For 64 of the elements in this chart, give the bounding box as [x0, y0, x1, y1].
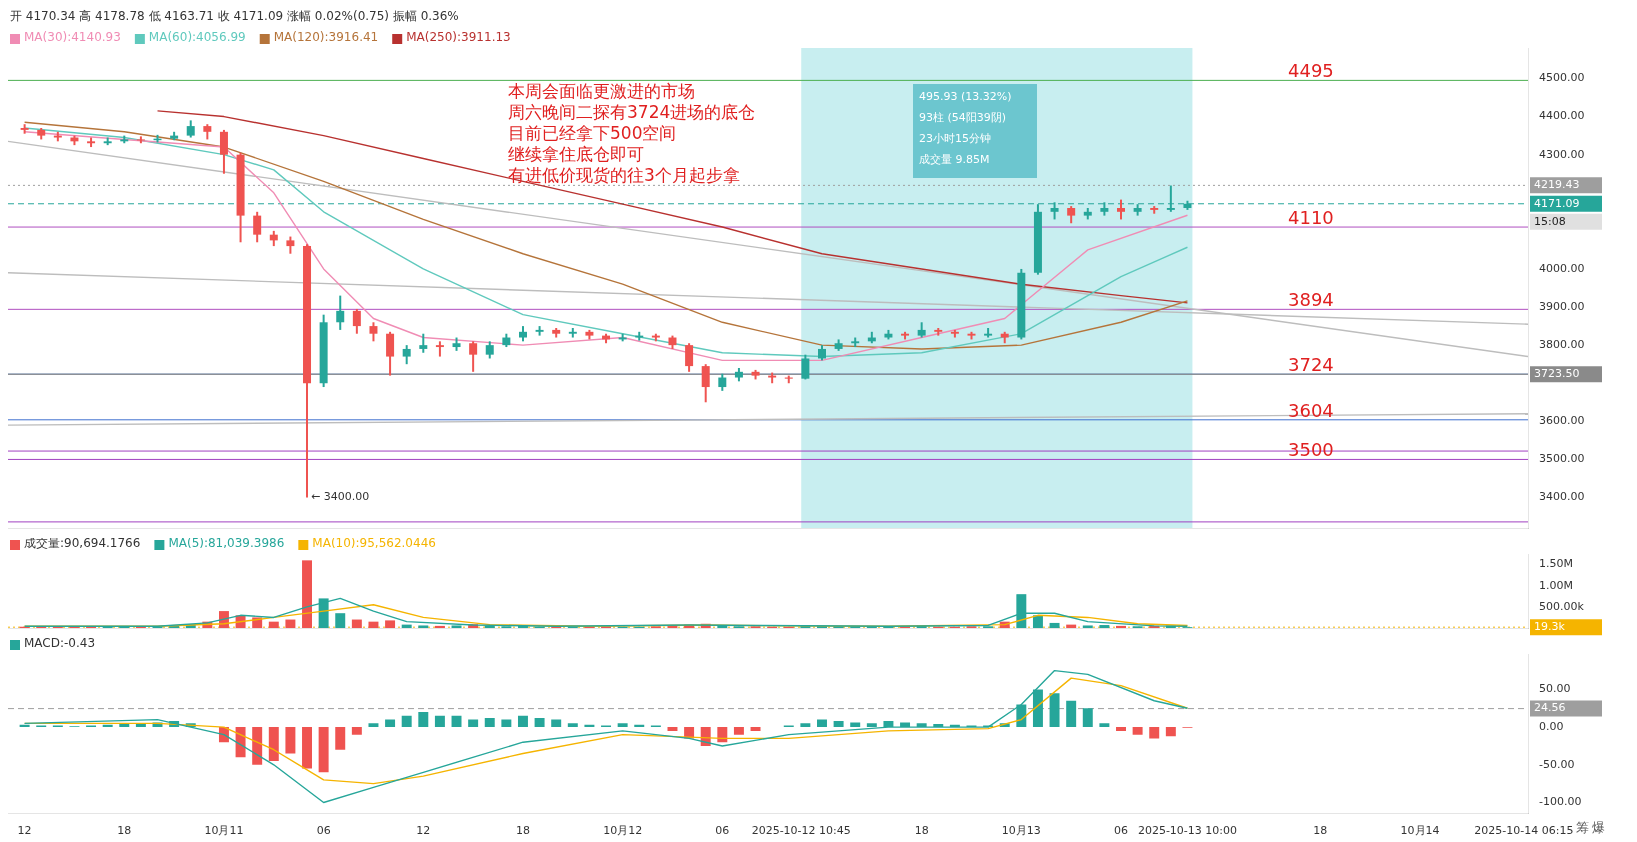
x-tick-label: 06	[316, 824, 331, 838]
x-tick-label: 12	[416, 824, 431, 838]
ref-line-label: 3723.50	[1534, 367, 1580, 381]
annotation: 93柱 (54阳39阴)	[919, 111, 1007, 125]
y-tick-label: 500.00k	[1539, 599, 1585, 613]
ref-line-label: 4171.09	[1534, 196, 1580, 210]
annotation: 目前已经拿下500空间	[508, 122, 677, 143]
x-tick-label: 10月12	[603, 824, 643, 838]
x-tick-label: 10月14	[1400, 824, 1440, 838]
x-tick-label: 12	[17, 824, 32, 838]
annotation: 有进低价现货的往3个月起步拿	[508, 164, 740, 185]
ref-line-label: 3604	[1288, 399, 1334, 421]
x-tick-label: 18	[515, 824, 530, 838]
x-tick-label: 18	[1313, 824, 1328, 838]
legend-label: MA(5):81,039.3986	[168, 536, 285, 551]
legend-label: MA(60):4056.99	[148, 30, 246, 45]
text: 筹	[1576, 819, 1589, 835]
annotation: 继续拿住底仓即可	[508, 143, 644, 164]
x-tick-label: 06	[1114, 824, 1129, 838]
x-tick-label: 10月11	[204, 824, 244, 838]
y-tick-label: 4300.00	[1539, 147, 1585, 161]
y-tick-label: 3600.00	[1539, 414, 1585, 428]
y-tick-label: 3900.00	[1539, 299, 1585, 313]
y-tick-label: 3500.00	[1539, 452, 1585, 466]
y-tick-label: 3400.00	[1539, 490, 1585, 504]
annotation: 周六晚间二探有3724进场的底仓	[508, 101, 756, 122]
annotation: ← 3400.00	[311, 490, 370, 504]
x-tick-label: 10月13	[1001, 824, 1041, 838]
y-tick-label: 4400.00	[1539, 109, 1585, 123]
y-tick-label: 0.00	[1539, 719, 1564, 733]
ref-line-label: 19.3k	[1534, 620, 1566, 634]
text: 开 4170.34 高 4178.78 低 4163.71 收 4171.09 涨幅 0.02%(0.75) 振幅 0.36%	[10, 9, 459, 24]
legend-label: MA(30):4140.93	[24, 30, 121, 45]
legend-label: MACD:-0.43	[24, 636, 96, 651]
x-tick-label: 18	[117, 824, 132, 838]
x-tick-label: 2025-10-13 10:00	[1137, 824, 1238, 838]
annotation: 495.93 (13.32%)	[919, 90, 1012, 104]
y-tick-label: 1.00M	[1539, 578, 1573, 592]
x-tick-label: 18	[914, 824, 929, 838]
text: 15:08	[1534, 214, 1566, 228]
y-tick-label: 3800.00	[1539, 338, 1585, 351]
y-tick-label: 4000.00	[1539, 261, 1585, 275]
annotation: 成交量 9.85M	[919, 153, 990, 167]
ref-line-label: 24.56	[1534, 701, 1566, 715]
ref-line-label: 3724	[1288, 354, 1334, 376]
ref-line-label: 4219.43	[1534, 178, 1580, 192]
ref-line-label: 4495	[1288, 60, 1334, 82]
y-tick-label: -100.00	[1539, 795, 1582, 809]
y-tick-label: 4500.00	[1539, 71, 1585, 85]
legend-label: MA(10):95,562.0446	[312, 536, 436, 551]
y-tick-label: 50.00	[1539, 682, 1571, 696]
x-tick-label: 2025-10-14 06:15	[1474, 824, 1574, 838]
ref-line-label: 3500	[1288, 439, 1334, 461]
legend-label: MA(250):3911.13	[406, 30, 511, 45]
annotation: 23小时15分钟	[919, 132, 991, 146]
annotation: 本周会面临更激进的市场	[508, 80, 695, 101]
text: 爆	[1592, 819, 1605, 835]
legend-label: MA(120):3916.41	[273, 30, 379, 45]
x-tick-label: 2025-10-12 10:45	[751, 824, 851, 838]
ref-line-label: 4110	[1288, 207, 1334, 229]
y-tick-label: -50.00	[1539, 757, 1575, 771]
ref-line-label: 3894	[1288, 289, 1334, 311]
y-tick-label: 1.50M	[1539, 557, 1573, 571]
x-tick-label: 06	[715, 824, 730, 838]
